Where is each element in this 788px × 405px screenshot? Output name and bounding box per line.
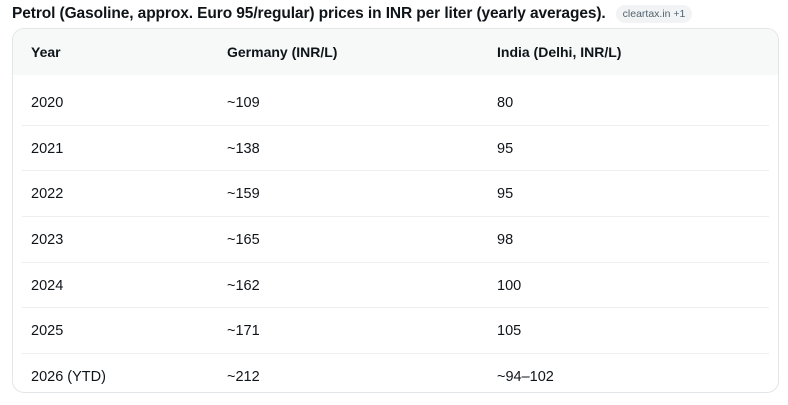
table-row: 2021 ~138 95 bbox=[13, 126, 778, 172]
cell-germany-price: ~109 bbox=[227, 94, 260, 111]
cell-india-price: 95 bbox=[497, 140, 514, 157]
cell-germany-price: ~162 bbox=[227, 277, 260, 294]
cell-india-price: 105 bbox=[497, 323, 522, 340]
cell-india-price: 98 bbox=[497, 231, 514, 248]
table-header-row: Year Germany (INR/L) India (Delhi, INR/L… bbox=[13, 29, 778, 75]
table-row: 2025 ~171 105 bbox=[13, 308, 778, 354]
column-header-year: Year bbox=[31, 44, 61, 60]
source-citation-chip[interactable]: cleartax.in +1 bbox=[615, 5, 693, 23]
cell-india-price: 95 bbox=[497, 186, 514, 203]
cell-year: 2022 bbox=[31, 186, 64, 203]
table-heading: Petrol (Gasoline, approx. Euro 95/regula… bbox=[12, 5, 606, 22]
column-header-germany: Germany (INR/L) bbox=[227, 44, 338, 60]
column-header-india: India (Delhi, INR/L) bbox=[497, 44, 622, 60]
table-row: 2024 ~162 100 bbox=[13, 263, 778, 309]
heading-row: Petrol (Gasoline, approx. Euro 95/regula… bbox=[12, 3, 693, 25]
cell-year: 2023 bbox=[31, 231, 64, 248]
cell-germany-price: ~159 bbox=[227, 186, 260, 203]
cell-germany-price: ~138 bbox=[227, 140, 260, 157]
cell-year: 2020 bbox=[31, 94, 64, 111]
cell-india-price: 80 bbox=[497, 94, 514, 111]
table-row: 2023 ~165 98 bbox=[13, 217, 778, 263]
cell-india-price: 100 bbox=[497, 277, 522, 294]
table-body: 2020 ~109 80 2021 ~138 95 2022 ~159 95 2… bbox=[13, 75, 778, 392]
cell-india-price: ~94–102 bbox=[497, 368, 554, 385]
cell-germany-price: ~165 bbox=[227, 231, 260, 248]
cell-year: 2024 bbox=[31, 277, 64, 294]
cell-year: 2021 bbox=[31, 140, 64, 157]
cell-germany-price: ~212 bbox=[227, 368, 260, 385]
cell-year: 2026 (YTD) bbox=[31, 368, 106, 385]
table-row: 2020 ~109 80 bbox=[13, 80, 778, 126]
table-row: 2026 (YTD) ~212 ~94–102 bbox=[13, 354, 778, 392]
cell-germany-price: ~171 bbox=[227, 323, 260, 340]
table-row: 2022 ~159 95 bbox=[13, 171, 778, 217]
price-table: Year Germany (INR/L) India (Delhi, INR/L… bbox=[12, 28, 779, 393]
cell-year: 2025 bbox=[31, 323, 64, 340]
